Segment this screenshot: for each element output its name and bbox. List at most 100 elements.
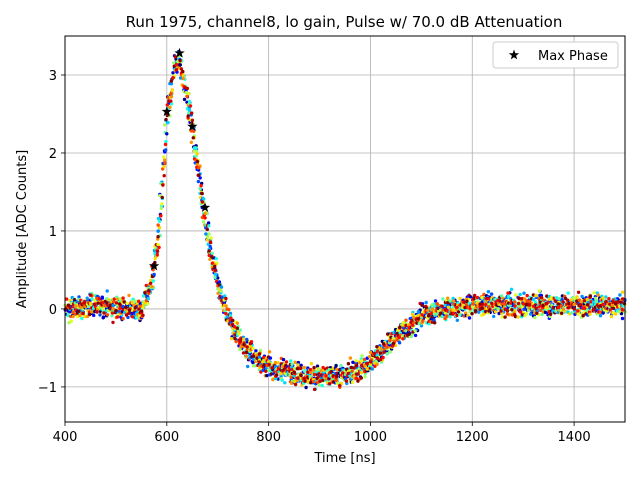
- scatter-point: [496, 307, 500, 311]
- scatter-point: [304, 385, 308, 390]
- scatter-point: [112, 300, 116, 304]
- scatter-point: [239, 345, 243, 349]
- scatter-point: [598, 314, 603, 318]
- scatter-point: [492, 314, 496, 319]
- scatter-point: [540, 312, 544, 317]
- scatter-point: [165, 132, 169, 136]
- scatter-point: [210, 261, 215, 265]
- scatter-point: [114, 301, 119, 305]
- scatter-point: [156, 242, 160, 247]
- scatter-point: [484, 303, 488, 307]
- scatter-point: [174, 68, 179, 72]
- scatter-point: [198, 187, 202, 191]
- scatter-point: [163, 142, 168, 147]
- scatter-point: [527, 299, 532, 304]
- scatter-point: [171, 76, 175, 80]
- scatter-point: [331, 374, 335, 378]
- scatter-point: [609, 314, 614, 319]
- scatter-point: [273, 360, 278, 365]
- scatter-point: [360, 354, 364, 358]
- scatter-point: [312, 365, 316, 370]
- scatter-point: [344, 379, 349, 383]
- scatter-point: [100, 296, 105, 300]
- scatter-point: [98, 313, 102, 317]
- scatter-point: [583, 306, 587, 310]
- scatter-point: [149, 281, 153, 285]
- scatter-point: [303, 369, 307, 373]
- scatter-point: [545, 294, 549, 298]
- scatter-point: [430, 307, 435, 311]
- scatter-point: [178, 63, 182, 67]
- scatter-point: [395, 331, 400, 336]
- scatter-point: [77, 295, 81, 299]
- scatter-point: [354, 359, 358, 363]
- scatter-point: [566, 306, 570, 310]
- scatter-point: [309, 361, 314, 366]
- scatter-point: [261, 368, 265, 372]
- scatter-point: [608, 308, 612, 312]
- scatter-point: [217, 283, 222, 287]
- scatter-point: [289, 381, 294, 385]
- x-axis-label: Time [ns]: [313, 451, 375, 466]
- scatter-point: [441, 297, 445, 301]
- scatter-point: [500, 315, 505, 319]
- scatter-point: [561, 307, 566, 311]
- scatter-point: [581, 314, 585, 318]
- scatter-point: [191, 136, 195, 140]
- scatter-point: [224, 312, 228, 316]
- scatter-point: [385, 345, 389, 349]
- scatter-point: [118, 306, 122, 311]
- scatter-point: [473, 309, 478, 313]
- scatter-point: [207, 232, 211, 236]
- scatter-point: [206, 221, 211, 225]
- scatter-point: [233, 336, 237, 341]
- scatter-point: [224, 296, 228, 301]
- scatter-point: [381, 342, 386, 346]
- scatter-point: [157, 219, 162, 223]
- scatter-point: [238, 347, 242, 352]
- scatter-point: [487, 309, 491, 313]
- scatter-point: [610, 303, 614, 307]
- scatter-point: [382, 350, 386, 354]
- scatter-point: [576, 309, 580, 313]
- scatter-point: [200, 200, 205, 204]
- scatter-point: [525, 303, 529, 307]
- scatter-point: [197, 173, 201, 177]
- scatter-point: [230, 318, 235, 323]
- scatter-point: [181, 76, 185, 81]
- scatter-point: [155, 249, 160, 253]
- scatter-point: [127, 311, 131, 315]
- scatter-point: [439, 311, 443, 315]
- scatter-point: [513, 304, 517, 308]
- scatter-point: [575, 295, 579, 299]
- scatter-point: [509, 287, 514, 291]
- scatter-point: [207, 249, 211, 253]
- scatter-point: [299, 366, 303, 370]
- scatter-point: [134, 299, 138, 303]
- scatter-point: [429, 311, 434, 316]
- scatter-point: [356, 372, 360, 376]
- scatter-point: [525, 293, 529, 298]
- scatter-point: [421, 319, 425, 323]
- scatter-point: [185, 86, 190, 91]
- scatter-point: [170, 88, 174, 92]
- scatter-point: [228, 311, 233, 316]
- scatter-point: [576, 290, 581, 294]
- scatter-point: [454, 305, 459, 310]
- scatter-point: [156, 216, 161, 221]
- scatter-point: [397, 341, 402, 345]
- scatter-point: [121, 304, 125, 309]
- scatter-point: [146, 297, 150, 301]
- scatter-point: [162, 164, 166, 169]
- scatter-point: [190, 111, 194, 115]
- scatter-point: [187, 111, 191, 115]
- scatter-point: [430, 303, 434, 307]
- scatter-point: [143, 291, 147, 295]
- scatter-point: [78, 313, 82, 318]
- scatter-point: [71, 310, 75, 315]
- scatter-point: [588, 294, 593, 298]
- max-phase-star: [148, 260, 160, 271]
- scatter-point: [203, 216, 207, 220]
- scatter-point: [354, 376, 359, 380]
- scatter-point: [125, 301, 129, 306]
